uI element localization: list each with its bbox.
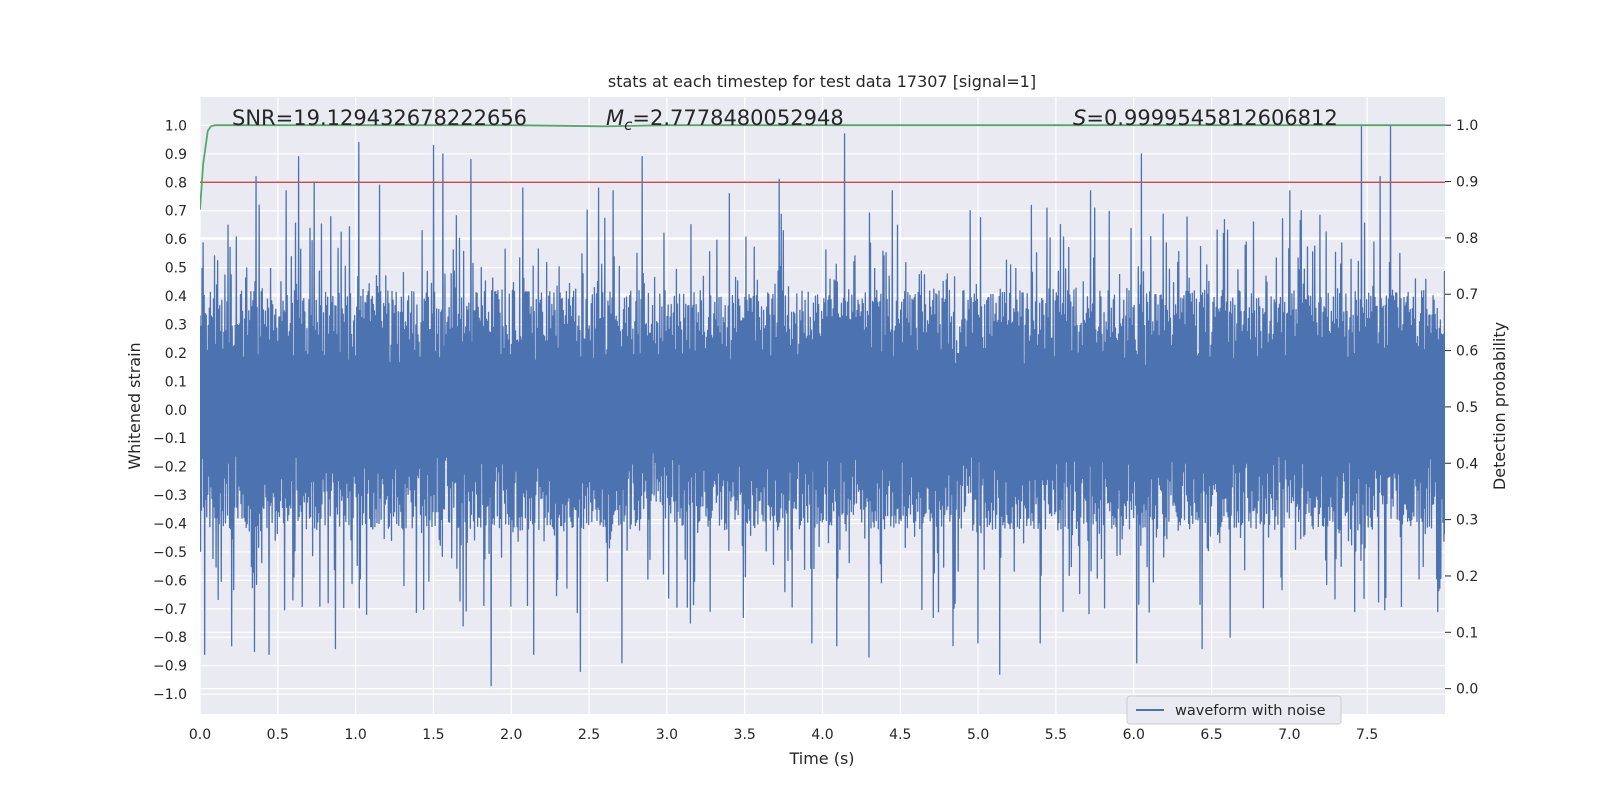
- y-left-tick-label: −0.3: [153, 488, 187, 504]
- y-right-tick-label: 0.3: [1456, 513, 1478, 529]
- chirp-mass-value: =2.7778480052948: [632, 106, 843, 130]
- y-left-tick-label: −0.1: [153, 431, 187, 447]
- y-left-tick-label: 0.9: [165, 147, 187, 163]
- chart-title: stats at each timestep for test data 173…: [608, 72, 1036, 91]
- y-left-tick-label: −0.9: [153, 659, 187, 675]
- y-left-tick-label: −0.2: [153, 460, 187, 476]
- legend: waveform with noise: [1126, 695, 1342, 725]
- y-left-tick-label: −0.8: [153, 630, 187, 646]
- y-right-axis-ticks: 1.0 0.9 0.8 0.7 0.6 0.5 0.4 0.3 0.2 0.1 0.0: [1445, 118, 1478, 698]
- x-axis-label: Time (s): [788, 749, 854, 768]
- x-tick-label: 1.5: [422, 727, 444, 743]
- x-tick-label: 6.5: [1200, 727, 1222, 743]
- y-right-tick-label: 1.0: [1456, 118, 1478, 134]
- snr-annotation: SNR=19.129432678222656: [232, 106, 527, 130]
- y-right-tick-label: 0.0: [1456, 682, 1478, 698]
- y-right-tick-label: 0.5: [1456, 400, 1478, 416]
- x-tick-label: 0.0: [189, 727, 211, 743]
- x-tick-label: 4.0: [811, 727, 833, 743]
- y-right-tick-label: 0.9: [1456, 175, 1478, 191]
- y-left-tick-label: −0.6: [153, 573, 187, 589]
- y-left-tick-label: −0.7: [153, 602, 187, 618]
- y-right-axis-label: Detection probability: [1490, 322, 1509, 490]
- y-left-tick-label: 0.5: [165, 261, 187, 277]
- y-right-tick-label: 0.6: [1456, 344, 1478, 360]
- x-tick-label: 6.0: [1123, 727, 1145, 743]
- y-left-axis-label: Whitened strain: [125, 342, 144, 469]
- plot-area: [200, 124, 1445, 687]
- y-left-axis-ticks: 1.0 0.9 0.8 0.7 0.6 0.5 0.4 0.3 0.2 0.1 0.0 −0.1 −0.…: [153, 118, 187, 703]
- y-right-tick-label: 0.7: [1456, 287, 1478, 303]
- s-annotation: S=0.9999545812606812: [1073, 106, 1338, 130]
- series-waveform-with-noise: [200, 124, 1445, 687]
- y-right-tick-label: 0.2: [1456, 569, 1478, 585]
- chirp-mass-annotation: Mc=2.7778480052948: [606, 106, 844, 134]
- legend-label: waveform with noise: [1175, 703, 1326, 719]
- x-tick-label: 5.5: [1045, 727, 1067, 743]
- y-left-tick-label: 0.3: [165, 317, 187, 333]
- y-left-tick-label: 0.4: [165, 289, 187, 305]
- x-tick-label: 0.5: [267, 727, 289, 743]
- x-tick-label: 5.0: [967, 727, 989, 743]
- y-left-tick-label: −1.0: [153, 687, 187, 703]
- y-left-tick-label: −0.5: [153, 545, 187, 561]
- x-tick-label: 1.0: [344, 727, 366, 743]
- x-tick-label: 3.0: [656, 727, 678, 743]
- y-right-tick-label: 0.8: [1456, 231, 1478, 247]
- s-value: =0.9999545812606812: [1086, 106, 1337, 130]
- x-tick-label: 3.5: [734, 727, 756, 743]
- s-symbol: S: [1073, 106, 1086, 130]
- x-tick-label: 4.5: [889, 727, 911, 743]
- chirp-mass-subscript: c: [624, 116, 633, 134]
- y-left-tick-label: −0.4: [153, 516, 187, 532]
- legend-box: [1126, 695, 1342, 725]
- x-axis-ticks: 0.0 0.5 1.0 1.5 2.0 2.5 3.0 3.5 4.0 4.5 5.0 5.5 6.0 6…: [189, 727, 1378, 743]
- chirp-mass-symbol: M: [606, 106, 624, 130]
- y-left-tick-label: 0.7: [165, 204, 187, 220]
- x-tick-label: 7.5: [1356, 727, 1378, 743]
- x-tick-label: 2.5: [578, 727, 600, 743]
- x-tick-label: 2.0: [500, 727, 522, 743]
- y-left-tick-label: 0.6: [165, 232, 187, 248]
- y-left-tick-label: 0.8: [165, 175, 187, 191]
- y-left-tick-label: 0.2: [165, 346, 187, 362]
- y-right-tick-label: 0.1: [1456, 625, 1478, 641]
- x-tick-label: 7.0: [1278, 727, 1300, 743]
- y-right-tick-label: 0.4: [1456, 456, 1478, 472]
- y-left-tick-label: 1.0: [165, 118, 187, 134]
- series-detection-probability: [200, 124, 1445, 210]
- y-left-tick-label: 0.0: [165, 403, 187, 419]
- y-left-tick-label: 0.1: [165, 374, 187, 390]
